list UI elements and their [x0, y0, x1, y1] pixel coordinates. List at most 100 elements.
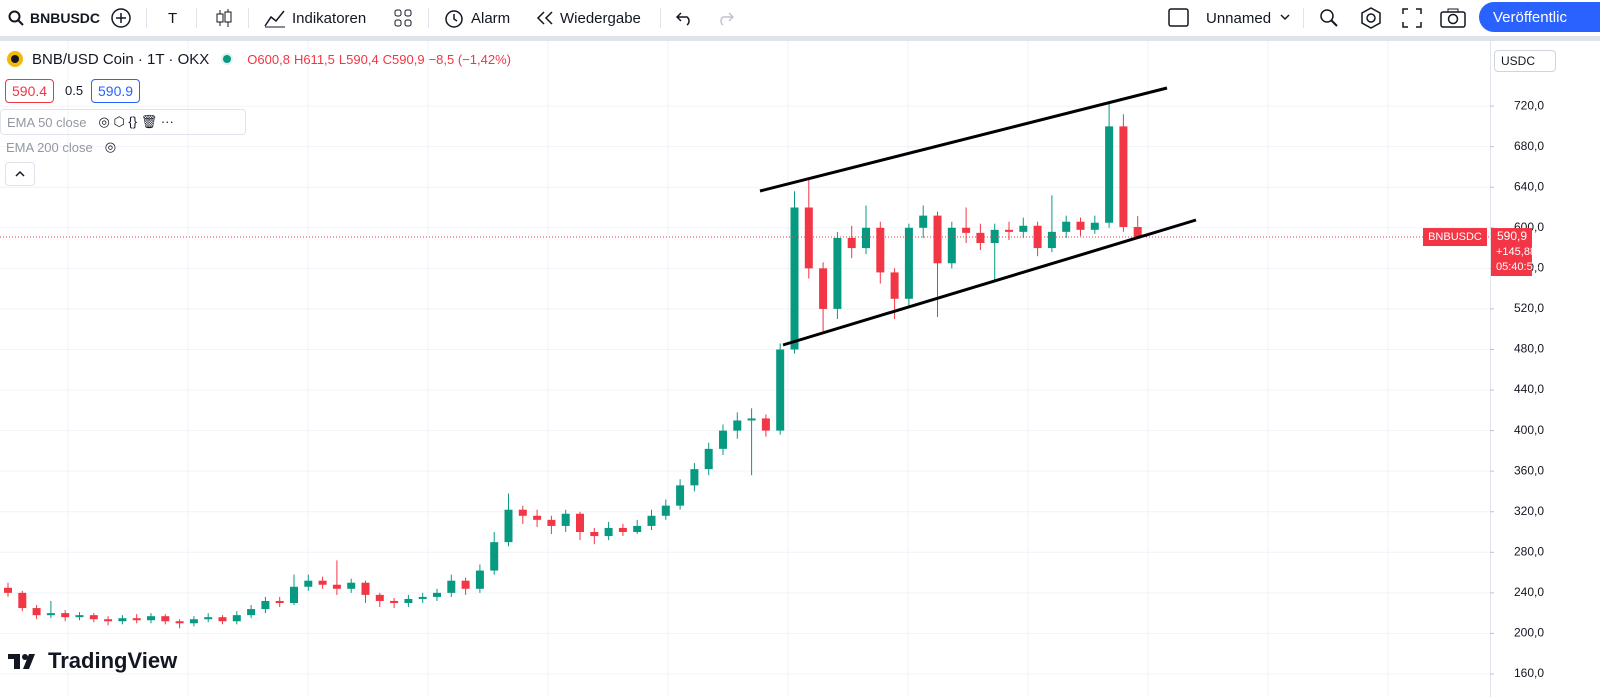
currency-select[interactable]: USDC [1494, 50, 1556, 72]
search-icon [8, 10, 24, 26]
candle-body [847, 237, 856, 249]
y-tick-label: 360,0 [1514, 463, 1544, 477]
candle-body [461, 580, 470, 589]
candle-body [976, 232, 985, 244]
indicator-label: EMA 50 close [7, 114, 87, 130]
candle-body [75, 615, 84, 618]
replay-label: Wiedergabe [560, 9, 641, 27]
candle-body [947, 227, 956, 264]
redo-icon [720, 12, 734, 26]
candle-body [933, 215, 942, 264]
candle-body [89, 615, 98, 620]
candle-body [833, 237, 842, 309]
candle-body [433, 592, 441, 597]
separator [146, 8, 147, 28]
candle-body [890, 272, 899, 299]
layout-checkbox[interactable] [1168, 0, 1190, 36]
separator [196, 8, 197, 28]
candle-body [261, 600, 270, 610]
fullscreen-button[interactable] [1402, 0, 1422, 36]
candle-body [304, 580, 313, 587]
candle-body [404, 598, 413, 603]
y-tick-label: 240,0 [1514, 585, 1544, 599]
candle-body [147, 616, 155, 621]
candle-body [447, 580, 456, 593]
candle-body [719, 430, 727, 449]
candle-body [1047, 231, 1056, 249]
candle-body [733, 420, 742, 431]
y-tick-label: 320,0 [1514, 504, 1544, 518]
candle-body [547, 519, 556, 526]
candle-body [661, 505, 670, 516]
candle-body [275, 600, 284, 603]
templates-button[interactable] [393, 0, 413, 36]
candle-body [390, 600, 399, 603]
candle-body [175, 621, 184, 624]
legend-title: BNB/USD Coin · 1T · OKX [32, 50, 210, 68]
separator [660, 8, 661, 28]
candle-body [1005, 229, 1013, 232]
snapshot-button[interactable] [1440, 0, 1466, 36]
indicator-actions: ◎ [104, 139, 117, 154]
legend-open: O600,8 [247, 51, 290, 67]
redo-button[interactable] [716, 0, 734, 36]
y-tick-label: 680,0 [1514, 139, 1544, 153]
candle-body [332, 584, 341, 589]
candle-body [904, 227, 913, 299]
candle-body [161, 616, 170, 622]
settings-icon [1361, 7, 1381, 29]
candle-body [1133, 226, 1142, 238]
candle-body [375, 594, 384, 601]
plus-icon [111, 8, 131, 28]
interval[interactable]: T [168, 0, 177, 36]
price-tag-price: 590,9 [1497, 229, 1527, 243]
y-tick-label: 720,0 [1514, 98, 1544, 112]
chart: 160,0 200,0 240,0 280,0 320,0 360,0 400,0 440,0… [0, 41, 1546, 697]
candle-body [1062, 221, 1071, 232]
y-tick-label: 520,0 [1514, 301, 1544, 315]
undo-button[interactable] [676, 0, 694, 36]
grid-icon [394, 9, 412, 27]
candle-body [504, 509, 513, 543]
candle-body [804, 207, 813, 269]
indicators-button[interactable]: Indikatoren [264, 0, 366, 36]
indicator-row[interactable]: EMA 200 close ◎ [0, 135, 122, 159]
add-symbol[interactable] [110, 0, 132, 36]
indicator-row[interactable]: EMA 50 close ◎ ⬡ {} 🗑 ··· [0, 109, 246, 135]
candle-body [518, 509, 527, 516]
candle-body [475, 570, 484, 589]
time-grid [67, 41, 1389, 697]
fullscreen-icon [1402, 8, 1422, 28]
candle-body [647, 515, 656, 526]
layout-menu[interactable]: Unnamed [1206, 0, 1293, 36]
indicator-actions: ◎ ⬡ {} 🗑 ··· [98, 114, 174, 129]
quick-search[interactable] [1318, 0, 1340, 36]
candle-body [32, 608, 41, 616]
indicators-icon [264, 10, 285, 28]
candle-body [318, 580, 327, 585]
sell-button[interactable]: 590.4 [5, 79, 55, 103]
separator [248, 8, 249, 28]
candle-body [1119, 126, 1128, 227]
candle-body [132, 618, 141, 621]
y-tick-label: 280,0 [1514, 544, 1544, 558]
buy-button[interactable]: 590.9 [91, 79, 141, 103]
symbol-search[interactable]: BNBUSDC [8, 0, 100, 36]
spread: 0.5 [65, 83, 84, 98]
currency: USDC [1501, 54, 1536, 68]
publish-button[interactable]: Veröffentlic [1479, 2, 1600, 32]
chart-type[interactable] [214, 0, 234, 36]
coin-icon [7, 51, 23, 67]
settings-button[interactable] [1359, 0, 1383, 36]
alert-button[interactable]: Alarm [443, 0, 510, 36]
candle-body [118, 618, 127, 622]
branding: TradingView [8, 648, 177, 674]
legend-low: L590,4 [338, 51, 379, 67]
interval-label: T [168, 9, 178, 27]
replay-button[interactable]: Wiedergabe [536, 0, 641, 36]
candle-body [18, 592, 27, 609]
candle-body [104, 619, 113, 622]
collapse-legend[interactable] [5, 162, 35, 186]
market-status [221, 53, 234, 65]
